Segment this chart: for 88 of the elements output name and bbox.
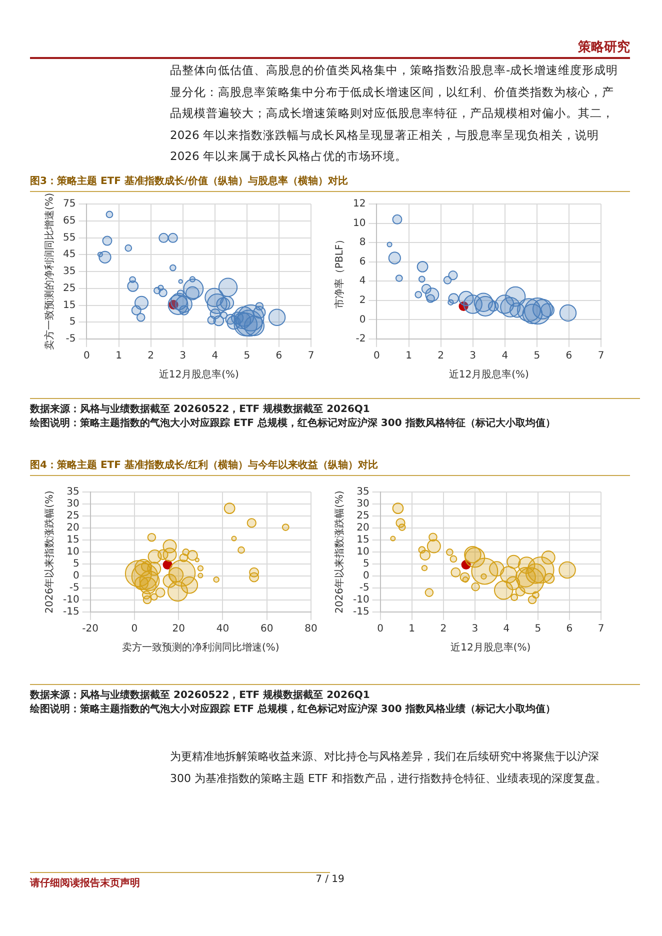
y-tick-label: 30 (356, 498, 370, 510)
x-tick-label: 6 (566, 624, 573, 635)
y-tick-label: 8 (359, 237, 366, 248)
y-tick-label: 25 (356, 510, 370, 522)
y-tick-label: 2 (359, 295, 366, 306)
text: 品整体向低估值、高股息的价值类风格集中，策略指数沿股息率-成长增速维度形成明显分化：高股息率策略集中分布于低成长增速区间，以红利、价值类指数为核心，产品规模普遍较大；高成长增速策略则对应低股息率特征，产品规模相对偏小。其二，2026 年以来指数涨跌幅与成长风格呈现显著正相关，与股息率呈现负相关，说明 2026 年以来属于成长风格占优的市场环境。 (170, 62, 620, 165)
y-tick-label: 0 (359, 314, 366, 326)
text: 7 / 19 (314, 873, 346, 887)
x-tick-label: 0 (377, 624, 384, 635)
text: 请仔细阅读报告末页声明 (30, 878, 140, 889)
x-tick-label: -20 (82, 624, 99, 635)
x-tick-label: 1 (406, 350, 412, 362)
y-tick-label: 5 (69, 316, 76, 328)
y-axis-title: 市净率（PBLF） (334, 234, 346, 309)
y-tick-label: -10 (352, 594, 370, 606)
x-axis-title: 近12月股息率(%) (158, 368, 239, 381)
x-tick-label: 3 (470, 350, 476, 362)
y-tick-label: 25 (62, 282, 76, 294)
y-tick-label: -10 (62, 594, 80, 606)
chart-title: 图3：策略主题 ETF 基准指数成长/价值（纵轴）与股息率（横轴）对比 (30, 174, 630, 192)
x-tick-label: 2 (148, 350, 154, 362)
source-note: 数据来源：风格与业绩数据截至 20260522，ETF 规模数据截至 2026Q1 (30, 398, 640, 418)
x-tick-label: 2 (440, 624, 447, 635)
y-tick-label: 0 (362, 570, 370, 582)
y-tick-label: -5 (359, 582, 370, 594)
y-tick-label: 20 (66, 522, 80, 534)
y-axis-title: 2026年以来指数涨跌幅(%) (44, 490, 56, 614)
x-tick-label: 60 (260, 624, 274, 635)
x-tick-label: 4 (502, 350, 508, 362)
y-tick-label: 15 (356, 534, 370, 546)
x-tick-label: 0 (374, 350, 380, 362)
x-axis-title: 近12月股息率(%) (448, 368, 529, 381)
y-tick-label: 35 (356, 486, 370, 498)
y-tick-label: -2 (356, 334, 366, 345)
y-tick-label: 55 (62, 232, 76, 244)
y-tick-label: -5 (66, 334, 76, 345)
y-tick-label: 30 (66, 498, 80, 510)
x-tick-label: 4 (503, 624, 510, 635)
x-tick-label: 3 (472, 624, 478, 635)
y-tick-label: 5 (72, 558, 80, 570)
x-tick-label: 5 (534, 350, 540, 362)
x-tick-label: 2 (438, 350, 444, 362)
text: 绘图说明：策略主题指数的气泡大小对应跟踪 ETF 总规模，红色标记对应沪深 300 指数风格业绩（标记大小取均值） (30, 702, 556, 717)
y-tick-label: 4 (359, 276, 366, 287)
x-tick-label: 7 (308, 350, 314, 362)
y-tick-label: 15 (66, 534, 80, 546)
y-tick-label: -15 (352, 606, 370, 618)
x-tick-label: 0 (131, 624, 138, 635)
y-tick-label: -15 (62, 606, 80, 618)
x-tick-label: 40 (216, 624, 230, 635)
x-tick-label: 1 (116, 350, 122, 362)
y-tick-label: 10 (352, 218, 366, 229)
y-tick-label: 6 (359, 256, 366, 268)
x-tick-label: 4 (212, 350, 218, 362)
x-tick-label: 7 (598, 624, 604, 635)
y-tick-label: 10 (66, 546, 80, 558)
x-tick-label: 20 (172, 624, 185, 635)
y-tick-label: 35 (62, 266, 76, 278)
x-tick-label: 5 (244, 350, 250, 362)
x-tick-label: 6 (566, 350, 572, 362)
x-tick-label: 6 (276, 350, 282, 362)
y-tick-label: 25 (66, 510, 80, 522)
y-tick-label: -5 (69, 582, 80, 594)
y-tick-label: 10 (356, 546, 370, 558)
y-tick-label: 75 (62, 198, 76, 210)
y-tick-label: 0 (72, 570, 80, 582)
y-tick-label: 45 (62, 249, 76, 260)
y-axis-title: 2026年以来指数涨跌幅(%) (334, 490, 346, 614)
y-tick-label: 5 (362, 558, 370, 570)
y-tick-label: 20 (356, 522, 370, 534)
x-tick-label: 7 (598, 350, 604, 362)
y-tick-label: 15 (62, 300, 76, 311)
source-note: 数据来源：风格与业绩数据截至 20260522，ETF 规模数据截至 2026Q1 (30, 684, 640, 704)
y-axis-title: 卖方一致预测的净利润同比增速(%) (44, 192, 56, 350)
text: 策略研究 (30, 38, 630, 59)
y-tick-label: 12 (352, 198, 366, 210)
text: 为更精准地拆解策略收益来源、对比持仓与风格差异，我们在后续研究中将聚焦于以沪深 300 为基准指数的策略主题 ETF 和指数产品，进行指数持仓特征、业绩表现的深度复盘。 (170, 749, 608, 787)
x-tick-label: 5 (534, 624, 542, 635)
y-tick-label: 65 (62, 215, 76, 226)
x-tick-label: 3 (180, 350, 186, 362)
x-axis-title: 近12月股息率(%) (450, 642, 531, 654)
y-tick-label: 35 (66, 486, 80, 498)
chart-title: 图4：策略主题 ETF 基准指数成长/红利（横轴）与今年以来收益（纵轴）对比 (30, 458, 630, 476)
x-tick-label: 0 (84, 350, 90, 362)
text: 绘图说明：策略主题指数的气泡大小对应跟踪 ETF 总规模，红色标记对应沪深 300 指数风格特征（标记大小取均值） (30, 416, 556, 431)
x-tick-label: 1 (408, 624, 416, 635)
x-tick-label: 80 (304, 624, 318, 635)
x-axis-title: 卖方一致预测的净利润同比增速(%) (122, 642, 280, 654)
